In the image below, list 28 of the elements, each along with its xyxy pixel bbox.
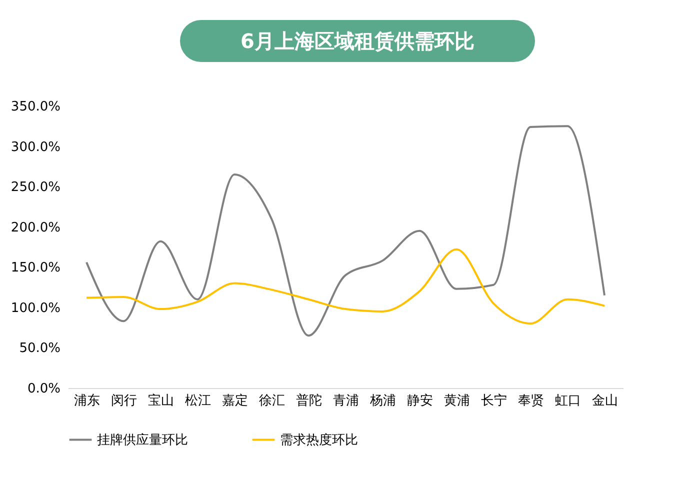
y-tick-label: 300.0% bbox=[10, 140, 60, 155]
y-tick-label: 200.0% bbox=[10, 220, 60, 236]
line-series bbox=[86, 125, 606, 337]
y-tick-label: 150.0% bbox=[10, 260, 60, 276]
x-tick-label: 长宁 bbox=[481, 392, 507, 408]
x-tick-label: 静安 bbox=[407, 392, 433, 408]
legend-label: 需求热度环比 bbox=[280, 432, 358, 448]
y-tick-label: 100.0% bbox=[10, 300, 60, 316]
y-tick-label: 0.0% bbox=[27, 382, 60, 396]
x-tick-label: 青浦 bbox=[333, 394, 359, 408]
x-tick-label: 黄浦 bbox=[444, 394, 470, 408]
chart-title: 6月上海区域租赁供需环比 bbox=[180, 20, 535, 62]
y-tick-label: 50.0% bbox=[19, 341, 60, 356]
legend-label: 挂牌供应量环比 bbox=[97, 432, 188, 448]
x-tick-label: 浦东 bbox=[74, 394, 100, 408]
x-tick-label: 徐汇 bbox=[259, 394, 285, 408]
y-tick-label: 250.0% bbox=[10, 180, 60, 196]
y-tick-label: 350.0% bbox=[10, 100, 60, 114]
x-tick-label: 奉贤 bbox=[518, 394, 544, 408]
x-tick-label: 普陀 bbox=[296, 392, 322, 408]
x-tick-label: 闵行 bbox=[111, 394, 137, 408]
x-tick-label: 杨浦 bbox=[369, 394, 396, 408]
x-tick-label: 虹口 bbox=[555, 394, 581, 408]
x-tick-label: 松江 bbox=[185, 394, 211, 408]
line-series bbox=[86, 248, 606, 325]
x-tick-label: 金山 bbox=[592, 394, 618, 408]
x-tick-label: 嘉定 bbox=[222, 394, 248, 408]
x-tick-label: 宝山 bbox=[148, 392, 174, 408]
